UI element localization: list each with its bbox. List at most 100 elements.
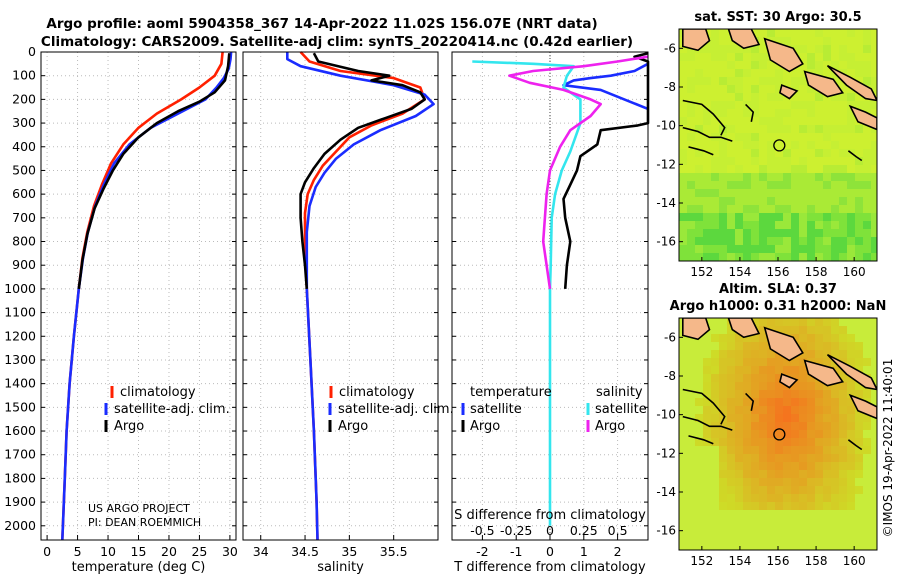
map-cell	[727, 133, 736, 142]
map-cell	[703, 542, 712, 550]
map-cell	[823, 390, 832, 399]
map-cell	[807, 502, 816, 511]
map-cell	[799, 542, 808, 550]
map-cell	[695, 486, 704, 495]
map-cell	[687, 438, 696, 447]
legend-satellite-label: satellite-adj. clim.	[338, 402, 454, 417]
map-cell	[727, 542, 736, 550]
map-cell	[799, 390, 808, 399]
map-cell	[815, 454, 824, 463]
map-cell	[719, 109, 728, 118]
map-cell	[831, 342, 840, 351]
x-axis-label: salinity	[317, 560, 364, 575]
map-cell	[719, 85, 728, 94]
map-cell	[807, 173, 816, 182]
map-cell	[807, 542, 816, 550]
map-cell	[831, 422, 840, 431]
x-tick-label: 2	[614, 544, 622, 559]
map-cell	[791, 173, 800, 182]
map-cell	[847, 181, 856, 190]
map-cell	[863, 77, 872, 86]
map-cell	[687, 53, 696, 62]
map-cell	[767, 133, 776, 142]
map-cell	[727, 374, 736, 383]
map-cell	[783, 422, 792, 431]
map-cell	[807, 462, 816, 471]
map-cell	[743, 221, 752, 230]
map-cell	[783, 117, 792, 126]
map-cell	[799, 414, 808, 423]
map-cell	[775, 382, 784, 391]
map-cell	[695, 101, 704, 110]
map-cell	[831, 318, 840, 327]
map-cell	[855, 342, 864, 351]
map-cell	[815, 181, 824, 190]
map-cell	[743, 141, 752, 150]
map-cell	[695, 173, 704, 182]
map-cell	[799, 398, 808, 407]
map-cell	[751, 454, 760, 463]
map-cell	[823, 197, 832, 206]
map-cell	[783, 205, 792, 214]
map-cell	[703, 173, 712, 182]
map-cell	[783, 77, 792, 86]
x-tick-label: 15	[131, 544, 147, 559]
map-cell	[799, 149, 808, 158]
salinity-legend: climatology satellite-adj. clim. Argo	[328, 385, 454, 434]
map-cell	[799, 374, 808, 383]
map-cell	[735, 117, 744, 126]
map-cell	[759, 510, 768, 519]
map-cell	[791, 117, 800, 126]
map-cell	[735, 542, 744, 550]
map-cell	[751, 350, 760, 359]
map-cell	[703, 149, 712, 158]
map-cell	[791, 494, 800, 503]
map-cell	[759, 77, 768, 86]
map-cell	[847, 229, 856, 238]
map-cell	[855, 197, 864, 206]
map-cell	[751, 149, 760, 158]
map-cell	[863, 414, 872, 423]
map-cell	[727, 69, 736, 78]
map-cell	[679, 534, 688, 543]
map-cell	[791, 29, 800, 38]
map-cell	[695, 181, 704, 190]
map-cell	[871, 398, 877, 407]
map-cell	[863, 326, 872, 335]
map-cell	[703, 213, 712, 222]
map-cell	[735, 237, 744, 246]
map-cell	[863, 494, 872, 503]
map-cell	[727, 61, 736, 70]
map-cell	[743, 237, 752, 246]
map-cell	[743, 334, 752, 343]
map-cell	[823, 141, 832, 150]
map-cell	[687, 109, 696, 118]
map-cell	[815, 37, 824, 46]
map-cell	[751, 462, 760, 471]
map-cell	[863, 358, 872, 367]
map-cell	[751, 109, 760, 118]
y-tick-label: 1900	[4, 494, 36, 509]
map-cell	[855, 237, 864, 246]
map-cell	[799, 350, 808, 359]
map-cell	[783, 253, 792, 261]
map-cell	[799, 502, 808, 511]
map-cell	[791, 438, 800, 447]
map-cell	[855, 510, 864, 519]
map-cell	[719, 542, 728, 550]
map-cell	[703, 334, 712, 343]
map-cell	[727, 141, 736, 150]
map-cell	[855, 61, 864, 70]
x-tick-label: -2	[476, 544, 488, 559]
map-cell	[807, 53, 816, 62]
map-cell	[799, 69, 808, 78]
legend-temperature-title: temperature	[470, 385, 552, 400]
map-cell	[807, 101, 816, 110]
map-cell	[711, 53, 720, 62]
map-cell	[807, 141, 816, 150]
map-cell	[855, 382, 864, 391]
land-island	[826, 64, 877, 102]
map-cell	[807, 61, 816, 70]
map-cell	[783, 229, 792, 238]
map-cell	[783, 173, 792, 182]
